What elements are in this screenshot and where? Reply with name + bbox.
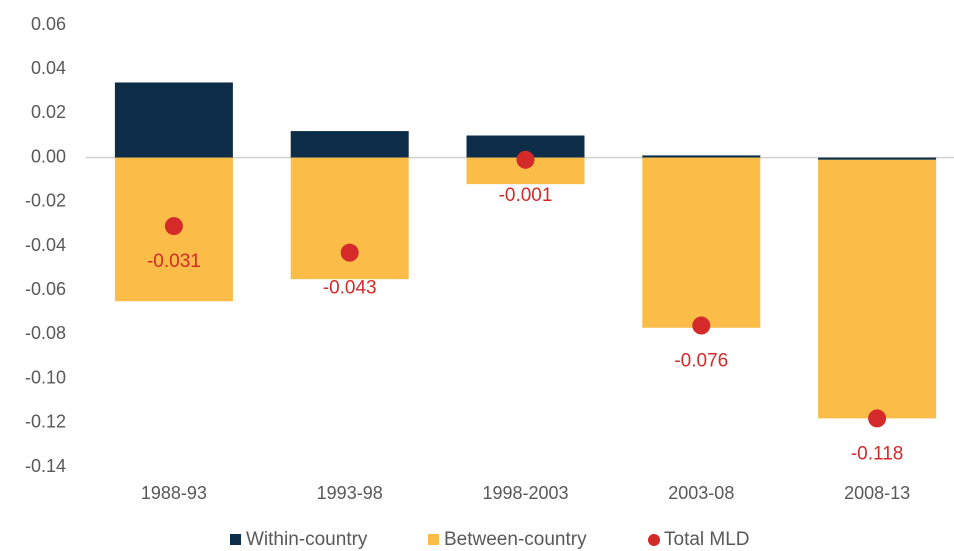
y-tick-label: -0.14 <box>25 456 66 476</box>
legend-label: Within-country <box>246 529 368 550</box>
legend-marker <box>648 534 660 546</box>
dot <box>164 217 183 236</box>
bar <box>114 82 233 158</box>
x-tick-label: 2008-13 <box>844 483 910 503</box>
y-tick-label: 0.04 <box>31 58 66 78</box>
dot <box>516 150 535 169</box>
data-label: -0.118 <box>851 443 903 464</box>
y-tick-label: -0.08 <box>25 323 66 343</box>
bar <box>642 157 761 328</box>
dot <box>340 243 359 262</box>
data-label: -0.043 <box>323 278 377 299</box>
bar <box>818 159 937 419</box>
bar <box>642 155 761 158</box>
y-tick-label: -0.12 <box>25 412 66 432</box>
y-tick-label: 0.00 <box>31 146 66 166</box>
x-tick-label: 1993-98 <box>317 483 383 503</box>
y-tick-label: -0.10 <box>25 367 66 387</box>
legend-marker <box>428 534 439 545</box>
bar <box>818 157 937 160</box>
y-tick-label: 0.06 <box>31 14 66 34</box>
y-tick-label: 0.02 <box>31 102 66 122</box>
x-tick-label: 1998-2003 <box>482 483 568 503</box>
legend-label: Between-country <box>444 529 587 550</box>
y-tick-label: -0.06 <box>25 279 66 299</box>
data-label: -0.031 <box>147 251 201 272</box>
data-label: -0.001 <box>499 185 553 206</box>
data-label: -0.076 <box>674 351 728 372</box>
x-tick-label: 2003-08 <box>668 483 734 503</box>
bar <box>466 135 585 158</box>
legend-marker <box>230 534 241 545</box>
dot <box>868 409 887 428</box>
x-tick-label: 1988-93 <box>141 483 207 503</box>
legend-label: Total MLD <box>664 529 750 550</box>
dot <box>692 316 711 335</box>
y-tick-label: -0.02 <box>25 191 66 211</box>
y-tick-label: -0.04 <box>25 235 66 255</box>
bar <box>290 131 409 158</box>
